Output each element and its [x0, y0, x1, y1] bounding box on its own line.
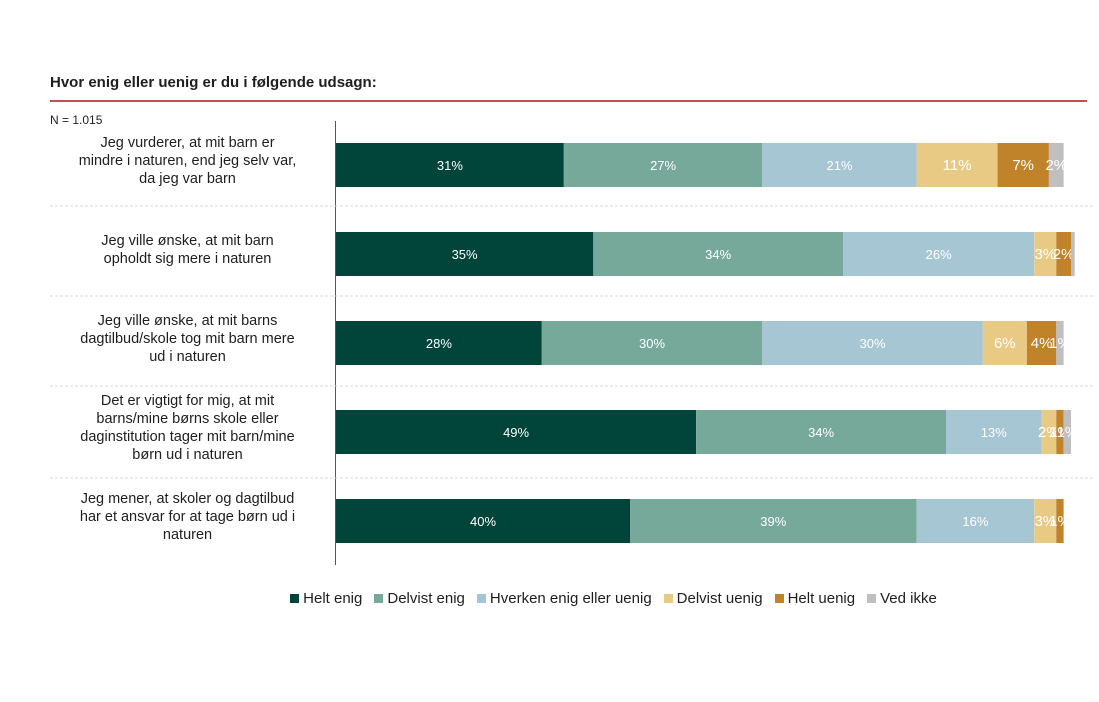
legend-item: Delvist uenig	[663, 590, 763, 607]
data-label: 27%	[650, 158, 676, 173]
bar-segment	[946, 410, 1042, 454]
data-label: 26%	[926, 247, 952, 262]
legend-label: Delvist uenig	[676, 590, 763, 607]
legend-label: Delvist enig	[387, 590, 465, 607]
bar-segment	[1056, 232, 1071, 276]
data-label: 39%	[760, 514, 786, 529]
bar-segment	[336, 321, 542, 365]
chart-title: Hvor enig eller uenig er du i følgende u…	[50, 74, 377, 91]
bar-segment	[1041, 410, 1057, 454]
data-label: 2%	[1053, 246, 1075, 263]
bar-segment	[997, 143, 1049, 187]
data-label: 16%	[962, 514, 988, 529]
data-label: 1%	[1049, 513, 1071, 530]
data-label: 31%	[437, 158, 463, 173]
bar-segment	[593, 232, 844, 276]
bar-segment	[1026, 321, 1057, 365]
bar-segment	[982, 321, 1027, 365]
bar-segment	[1063, 410, 1071, 454]
bar-segment	[843, 232, 1035, 276]
legend-item: Ved ikke	[867, 590, 937, 607]
bar-segment	[762, 321, 983, 365]
bar-segment	[336, 232, 594, 276]
data-label: 1%	[1056, 424, 1078, 441]
bar-segment	[1056, 321, 1064, 365]
legend-swatch	[476, 594, 486, 603]
data-label: 7%	[1012, 157, 1034, 174]
legend-label: Helt enig	[303, 590, 363, 607]
legend-swatch	[290, 594, 300, 603]
data-label: 34%	[808, 425, 834, 440]
bar-segment	[762, 143, 917, 187]
bar-segment	[1071, 232, 1075, 276]
data-label: 3%	[1034, 513, 1056, 530]
data-label: 13%	[981, 425, 1007, 440]
bar-segment	[563, 143, 763, 187]
legend-item: Delvist enig	[374, 590, 465, 607]
bar-segment	[1034, 499, 1057, 543]
bar-segment	[1056, 410, 1064, 454]
data-label: 40%	[470, 514, 496, 529]
bar-segment	[1048, 143, 1064, 187]
data-label: 28%	[426, 336, 452, 351]
bar-segment	[916, 143, 998, 187]
title-divider	[50, 100, 1087, 102]
bar-segment	[336, 410, 697, 454]
legend-swatch	[663, 594, 673, 603]
bar-segment	[1034, 232, 1057, 276]
data-label: 30%	[859, 336, 885, 351]
bar-segment	[541, 321, 763, 365]
bar-segment	[630, 499, 917, 543]
data-label: 30%	[639, 336, 665, 351]
data-label: 34%	[705, 247, 731, 262]
legend-swatch	[374, 594, 384, 603]
data-label: 11%	[943, 157, 972, 174]
category-label: Det er vigtigt for mig, at mit barns/mine…	[80, 393, 295, 463]
legend-item: Helt enig	[290, 590, 362, 607]
data-label: 6%	[994, 335, 1016, 352]
legend-item: Hverken enig eller uenig	[476, 590, 652, 607]
data-label: 2%	[1045, 157, 1067, 174]
category-label: Jeg vurderer, at mit barn er mindre i nat…	[78, 135, 297, 187]
legend-swatch	[867, 594, 877, 603]
legend: Helt enig Delvist enig Hverken enig eller …	[0, 590, 1099, 607]
bar-segment	[336, 143, 564, 187]
data-label: 4%	[1031, 335, 1053, 352]
bar-segment	[336, 499, 630, 543]
data-label: 21%	[826, 158, 852, 173]
sample-size-note: N = 1.015	[50, 113, 103, 127]
legend-label: Hverken enig eller uenig	[489, 590, 652, 607]
category-label: Jeg ville ønske, at mit barn opholdt sig …	[101, 233, 274, 267]
bar-segment	[1056, 499, 1064, 543]
data-label: 1%	[1049, 335, 1071, 352]
data-label: 35%	[452, 247, 478, 262]
legend-item: Helt uenig	[774, 590, 856, 607]
data-label: 3%	[1034, 246, 1056, 263]
legend-label: Ved ikke	[880, 590, 937, 607]
bar-segment	[696, 410, 946, 454]
legend-swatch	[774, 594, 784, 603]
data-label: 2%	[1038, 424, 1060, 441]
bar-segment	[916, 499, 1035, 543]
legend-label: Helt uenig	[787, 590, 856, 607]
category-label: Jeg ville ønske, at mit barns dagtilbud/s…	[80, 313, 295, 365]
data-label: 49%	[503, 425, 529, 440]
category-label: Jeg mener, at skoler og dagtilbud har et …	[79, 491, 296, 543]
